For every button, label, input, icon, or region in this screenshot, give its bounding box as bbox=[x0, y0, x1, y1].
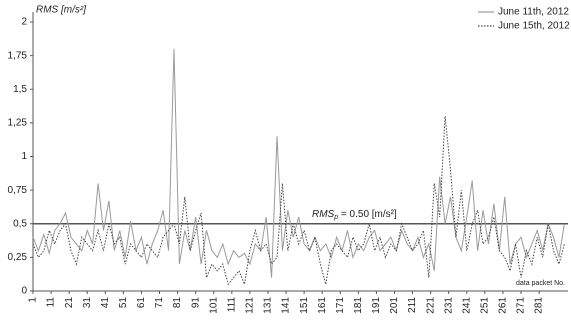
y-tick-label: 0,5 bbox=[13, 218, 27, 229]
x-tick-label: 171 bbox=[335, 297, 346, 314]
reference-label: RMSp = 0.50 [m/s²] bbox=[312, 208, 397, 220]
x-tick-label: 141 bbox=[281, 297, 292, 314]
y-tick-label: 1,25 bbox=[8, 118, 28, 129]
y-tick-label: 2 bbox=[21, 17, 27, 28]
x-tick-label: 201 bbox=[389, 297, 400, 314]
x-tick-label: 131 bbox=[263, 297, 274, 314]
x-tick-label: 71 bbox=[154, 297, 165, 309]
reference-label-main: RMS bbox=[312, 208, 335, 219]
x-tick-label: 41 bbox=[100, 297, 111, 309]
x-tick-label: 231 bbox=[443, 297, 454, 314]
reference-label-rest: = 0.50 [m/s²] bbox=[338, 208, 397, 219]
y-tick-label: 0,25 bbox=[8, 252, 28, 263]
x-tick-label: 91 bbox=[190, 297, 201, 309]
x-tick-label: 31 bbox=[82, 297, 93, 309]
x-tick-label: 11 bbox=[46, 297, 57, 308]
x-tick-label: 181 bbox=[353, 297, 364, 314]
x-tick-label: 121 bbox=[245, 297, 256, 314]
reference-label-sub: p bbox=[333, 214, 338, 221]
x-tick-label: 1 bbox=[28, 297, 39, 303]
y-tick-label: 1,5 bbox=[13, 84, 27, 95]
x-tick-label: 51 bbox=[118, 297, 129, 309]
series-line bbox=[32, 48, 565, 278]
x-tick-label: 281 bbox=[534, 297, 545, 314]
legend-label: June 15th, 2012 bbox=[498, 21, 570, 32]
x-tick-label: 101 bbox=[208, 297, 219, 314]
x-tick-label: 271 bbox=[516, 297, 527, 314]
x-tick-label: 241 bbox=[461, 297, 472, 314]
x-tick-label: 251 bbox=[479, 297, 490, 314]
x-axis-label: data packet No. bbox=[516, 280, 565, 287]
x-tick-label: 61 bbox=[136, 297, 147, 309]
x-tick-label: 151 bbox=[299, 297, 310, 314]
x-tick-label: 81 bbox=[172, 297, 183, 309]
x-tick-label: 21 bbox=[64, 297, 75, 309]
x-tick-label: 161 bbox=[317, 297, 328, 314]
y-tick-label: 0 bbox=[21, 286, 27, 297]
y-tick-label: 1,75 bbox=[8, 50, 28, 61]
series-line bbox=[32, 116, 565, 287]
y-tick-label: 0,75 bbox=[8, 185, 28, 196]
x-tick-label: 221 bbox=[425, 297, 436, 314]
x-tick-label: 191 bbox=[371, 297, 382, 314]
x-tick-label: 111 bbox=[226, 297, 237, 313]
legend-label: June 11th, 2012 bbox=[498, 7, 569, 18]
x-tick-label: 211 bbox=[407, 297, 418, 313]
y-axis-label: RMS [m/s²] bbox=[36, 5, 86, 16]
x-tick-label: 261 bbox=[498, 297, 509, 314]
y-tick-label: 1 bbox=[21, 151, 27, 162]
